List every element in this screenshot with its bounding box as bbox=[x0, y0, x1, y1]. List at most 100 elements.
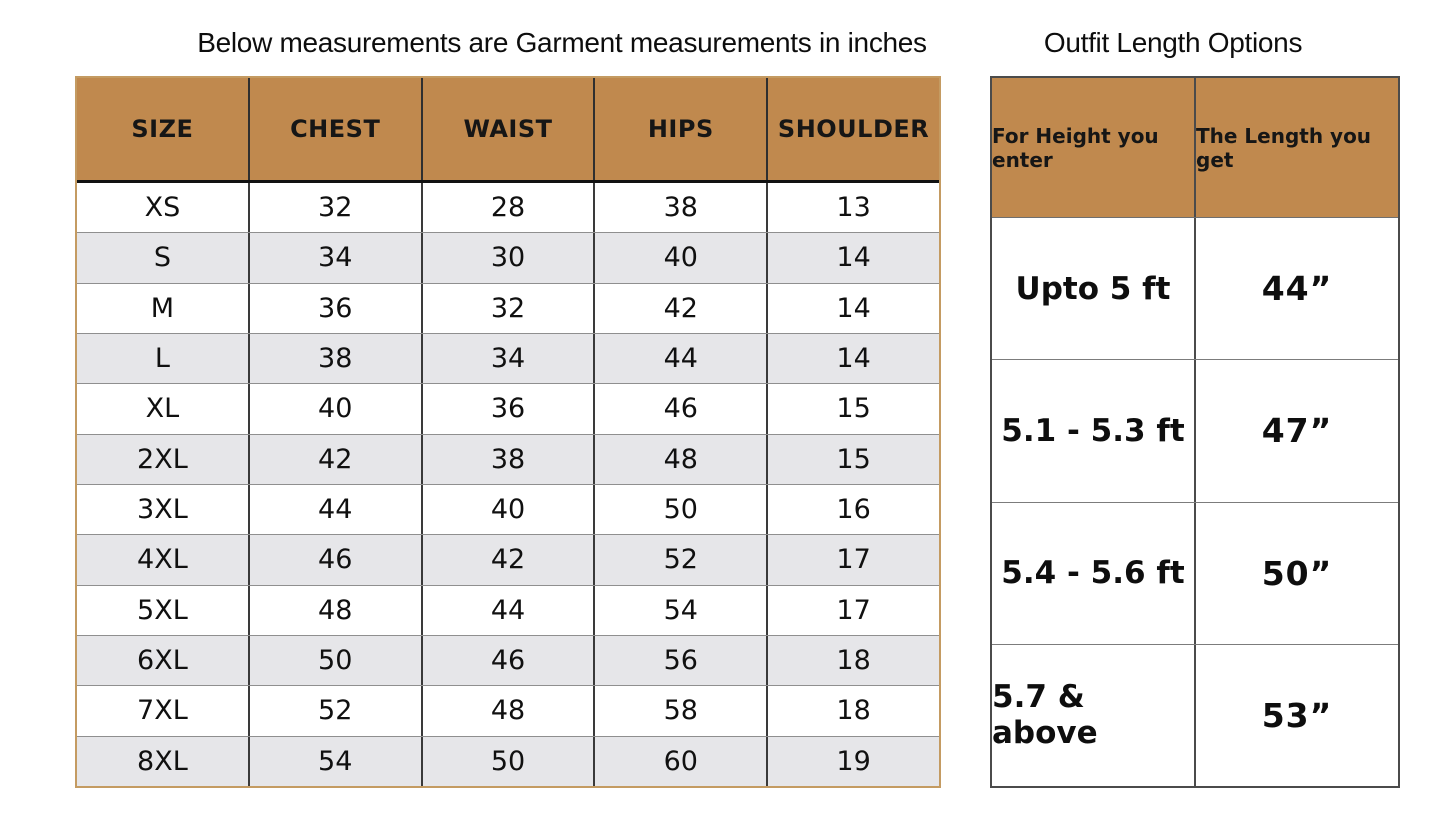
size-cell: 6XL bbox=[77, 635, 250, 686]
garment-table-row: 8XL 54 50 60 19 bbox=[77, 735, 939, 786]
measurement-cell: 16 bbox=[836, 494, 871, 526]
measurement-cell: 36 bbox=[423, 384, 596, 434]
measurement-cell: 40 bbox=[250, 384, 423, 434]
size-cell: M bbox=[77, 283, 250, 333]
length-table-row: 5.1 - 5.3 ft 47” bbox=[992, 359, 1398, 502]
size-cell: XL bbox=[77, 384, 250, 434]
garment-table-row: 6XL 50 46 56 18 bbox=[77, 634, 939, 686]
measurement-cell: 18 bbox=[836, 695, 871, 727]
measurement-cell: 15 bbox=[836, 443, 871, 475]
measurement-cell: 13 bbox=[836, 192, 871, 224]
measurement-cell: 54 bbox=[595, 585, 769, 635]
measurement-cell: 38 bbox=[595, 183, 769, 233]
length-table-row: 5.7 & above 53” bbox=[992, 643, 1398, 786]
height-range-cell: Upto 5 ft bbox=[992, 218, 1196, 360]
measurement-cell: 46 bbox=[423, 635, 596, 686]
measurement-cell: 48 bbox=[423, 686, 596, 736]
garment-measurements-table: SIZE CHEST WAIST HIPS SHOULDER XS 32 28 38 1… bbox=[75, 76, 941, 788]
measurement-cell: 58 bbox=[595, 686, 769, 736]
garment-table-row: XL 40 36 46 15 bbox=[77, 383, 939, 434]
garment-table-row: 5XL 48 44 54 17 bbox=[77, 584, 939, 635]
length-table-row: 5.4 - 5.6 ft 50” bbox=[992, 501, 1398, 644]
column-header-shoulder: SHOULDER bbox=[777, 115, 930, 143]
size-cell: 4XL bbox=[77, 535, 250, 585]
length-value-cell: 53” bbox=[1261, 695, 1333, 735]
measurement-cell: 46 bbox=[595, 384, 769, 434]
measurement-cell: 15 bbox=[836, 393, 871, 425]
size-cell: 8XL bbox=[77, 736, 250, 786]
measurement-cell: 48 bbox=[250, 585, 423, 635]
length-table-title: Outfit Length Options bbox=[1043, 27, 1303, 58]
height-range-cell: 5.4 - 5.6 ft bbox=[992, 502, 1196, 644]
measurement-cell: 19 bbox=[836, 745, 871, 777]
size-cell: L bbox=[77, 333, 250, 384]
column-header-waist: WAIST bbox=[423, 78, 596, 180]
column-header-size: SIZE bbox=[77, 78, 250, 180]
height-range-cell: 5.7 & above bbox=[992, 644, 1196, 786]
garment-table-row: S 34 30 40 14 bbox=[77, 232, 939, 283]
measurement-cell: 40 bbox=[423, 484, 596, 535]
measurement-cell: 60 bbox=[595, 736, 769, 786]
measurement-cell: 38 bbox=[423, 434, 596, 484]
measurement-cell: 36 bbox=[250, 283, 423, 333]
column-header-hips: HIPS bbox=[595, 78, 769, 180]
garment-table-header-row: SIZE CHEST WAIST HIPS SHOULDER bbox=[77, 78, 939, 183]
garment-table-row: XS 32 28 38 13 bbox=[77, 183, 939, 233]
measurement-cell: 44 bbox=[250, 484, 423, 535]
measurement-cell: 38 bbox=[250, 333, 423, 384]
height-range-cell: 5.1 - 5.3 ft bbox=[992, 360, 1196, 502]
measurement-cell: 32 bbox=[423, 283, 596, 333]
measurement-cell: 42 bbox=[595, 283, 769, 333]
length-table-body: Upto 5 ft 44” 5.1 - 5.3 ft 47” 5.4 - 5.6 ft 5… bbox=[992, 218, 1398, 786]
measurement-cell: 40 bbox=[595, 233, 769, 283]
measurement-cell: 50 bbox=[595, 484, 769, 535]
length-value-cell: 47” bbox=[1261, 411, 1333, 451]
measurement-cell: 34 bbox=[250, 233, 423, 283]
measurement-cell: 14 bbox=[836, 242, 871, 274]
measurement-cell: 14 bbox=[836, 343, 871, 375]
size-cell: 5XL bbox=[77, 585, 250, 635]
measurement-cell: 48 bbox=[595, 434, 769, 484]
measurement-cell: 50 bbox=[250, 635, 423, 686]
measurement-cell: 30 bbox=[423, 233, 596, 283]
garment-table-body: XS 32 28 38 13 S 34 30 40 14 M 36 32 42 14 L 38 34 44 14 XL 4… bbox=[77, 183, 939, 786]
size-cell: S bbox=[77, 233, 250, 283]
size-cell: 2XL bbox=[77, 434, 250, 484]
measurement-cell: 17 bbox=[836, 544, 871, 576]
measurement-cell: 50 bbox=[423, 736, 596, 786]
measurement-cell: 34 bbox=[423, 333, 596, 384]
measurement-cell: 52 bbox=[250, 686, 423, 736]
measurement-cell: 18 bbox=[836, 645, 871, 677]
length-value-cell: 50” bbox=[1261, 553, 1333, 593]
length-table-row: Upto 5 ft 44” bbox=[992, 218, 1398, 360]
measurement-cell: 28 bbox=[423, 183, 596, 233]
garment-table-row: 3XL 44 40 50 16 bbox=[77, 483, 939, 535]
measurement-cell: 44 bbox=[595, 333, 769, 384]
column-header-chest: CHEST bbox=[250, 78, 423, 180]
measurement-cell: 32 bbox=[250, 183, 423, 233]
garment-table-row: 4XL 46 42 52 17 bbox=[77, 534, 939, 585]
garment-table-row: 7XL 52 48 58 18 bbox=[77, 685, 939, 736]
measurement-cell: 42 bbox=[423, 535, 596, 585]
size-cell: 3XL bbox=[77, 484, 250, 535]
garment-table-row: M 36 32 42 14 bbox=[77, 282, 939, 333]
garment-table-row: L 38 34 44 14 bbox=[77, 332, 939, 384]
column-header-height: For Height you enter bbox=[992, 78, 1196, 217]
measurement-cell: 54 bbox=[250, 736, 423, 786]
measurement-cell: 14 bbox=[836, 292, 871, 324]
measurement-cell: 42 bbox=[250, 434, 423, 484]
measurement-cell: 46 bbox=[250, 535, 423, 585]
size-cell: 7XL bbox=[77, 686, 250, 736]
measurement-cell: 56 bbox=[595, 635, 769, 686]
length-value-cell: 44” bbox=[1261, 269, 1333, 309]
measurement-cell: 52 bbox=[595, 535, 769, 585]
measurement-cell: 17 bbox=[836, 594, 871, 626]
garment-table-row: 2XL 42 38 48 15 bbox=[77, 433, 939, 484]
column-header-length: The Length you get bbox=[1196, 123, 1372, 172]
garment-table-title: Below measurements are Garment measureme… bbox=[197, 27, 927, 58]
size-cell: XS bbox=[77, 183, 250, 233]
outfit-length-table: For Height you enter The Length you get … bbox=[990, 76, 1400, 788]
measurement-cell: 44 bbox=[423, 585, 596, 635]
length-table-header-row: For Height you enter The Length you get bbox=[992, 78, 1398, 218]
